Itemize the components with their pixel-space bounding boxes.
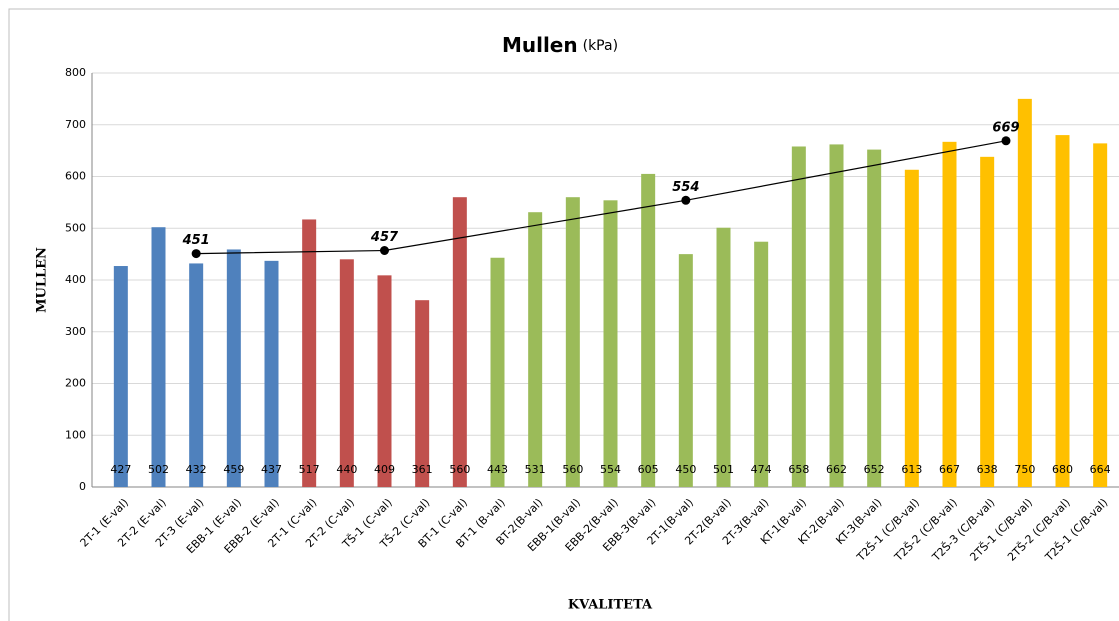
data-label: 664 (1090, 463, 1111, 476)
data-label: 450 (675, 463, 696, 476)
data-label: 437 (261, 463, 282, 476)
chart-frame (8, 8, 1119, 621)
bar (980, 156, 995, 487)
y-tick-label: 400 (65, 273, 86, 286)
y-tick-label: 200 (65, 377, 86, 390)
bar (1017, 98, 1032, 487)
bar (716, 227, 731, 488)
bar (264, 260, 279, 487)
data-label: 638 (977, 463, 998, 476)
bar (189, 263, 204, 487)
average-label: 554 (672, 180, 699, 195)
bar (490, 257, 505, 487)
y-tick-label: 0 (79, 480, 86, 493)
data-label: 361 (412, 463, 433, 476)
data-label: 432 (186, 463, 207, 476)
bar (302, 219, 317, 487)
y-tick-label: 800 (65, 66, 86, 79)
y-tick-label: 100 (65, 428, 86, 441)
average-line (196, 140, 1007, 255)
data-label: 517 (299, 463, 320, 476)
data-label: 560 (449, 463, 470, 476)
bar (113, 266, 128, 487)
data-label: 680 (1052, 463, 1073, 476)
bar (377, 275, 392, 487)
average-point (191, 249, 201, 259)
bar (867, 149, 882, 487)
bar (791, 146, 806, 488)
bar (339, 259, 354, 487)
data-label: 531 (525, 463, 546, 476)
data-label: 667 (939, 463, 960, 476)
average-label: 451 (182, 233, 210, 248)
average-point (1001, 136, 1011, 146)
y-tick-label: 700 (65, 118, 86, 131)
data-label: 459 (223, 463, 244, 476)
data-label: 560 (562, 463, 583, 476)
data-label: 662 (826, 463, 847, 476)
bar (754, 241, 769, 487)
bar (641, 173, 656, 487)
y-tick-label: 300 (65, 325, 86, 338)
average-label: 669 (992, 120, 1019, 135)
bar (226, 249, 241, 487)
chart-title-unit: (kPa) (583, 38, 618, 54)
bar (565, 197, 580, 487)
bar (942, 141, 957, 487)
bar (1055, 135, 1070, 487)
bar (829, 144, 844, 488)
data-label: 443 (487, 463, 508, 476)
y-tick-label: 500 (65, 221, 86, 234)
x-axis-label: KVALITETA (568, 598, 653, 613)
data-label: 613 (901, 463, 922, 476)
chart-title: Mullen (502, 33, 578, 57)
bar (528, 212, 543, 487)
y-axis-label: MULLEN (35, 247, 50, 313)
data-label: 554 (600, 463, 621, 476)
bar (678, 254, 693, 487)
data-label: 502 (148, 463, 169, 476)
data-label: 409 (374, 463, 395, 476)
bar (415, 300, 430, 487)
data-label: 658 (788, 463, 809, 476)
data-label: 605 (638, 463, 659, 476)
data-label: 501 (713, 463, 734, 476)
data-label: 652 (864, 463, 885, 476)
bar (151, 227, 166, 487)
bar (452, 197, 467, 487)
data-label: 750 (1014, 463, 1035, 476)
bar (603, 200, 618, 487)
average-point (681, 195, 691, 205)
bar (904, 169, 919, 487)
data-label: 427 (110, 463, 131, 476)
chart-title-group: Mullen (kPa) (502, 33, 618, 57)
bar (1093, 143, 1108, 487)
data-label: 440 (336, 463, 357, 476)
average-point (380, 246, 389, 256)
y-tick-label: 600 (65, 170, 86, 183)
data-label: 474 (751, 463, 772, 476)
average-label: 457 (370, 230, 399, 245)
